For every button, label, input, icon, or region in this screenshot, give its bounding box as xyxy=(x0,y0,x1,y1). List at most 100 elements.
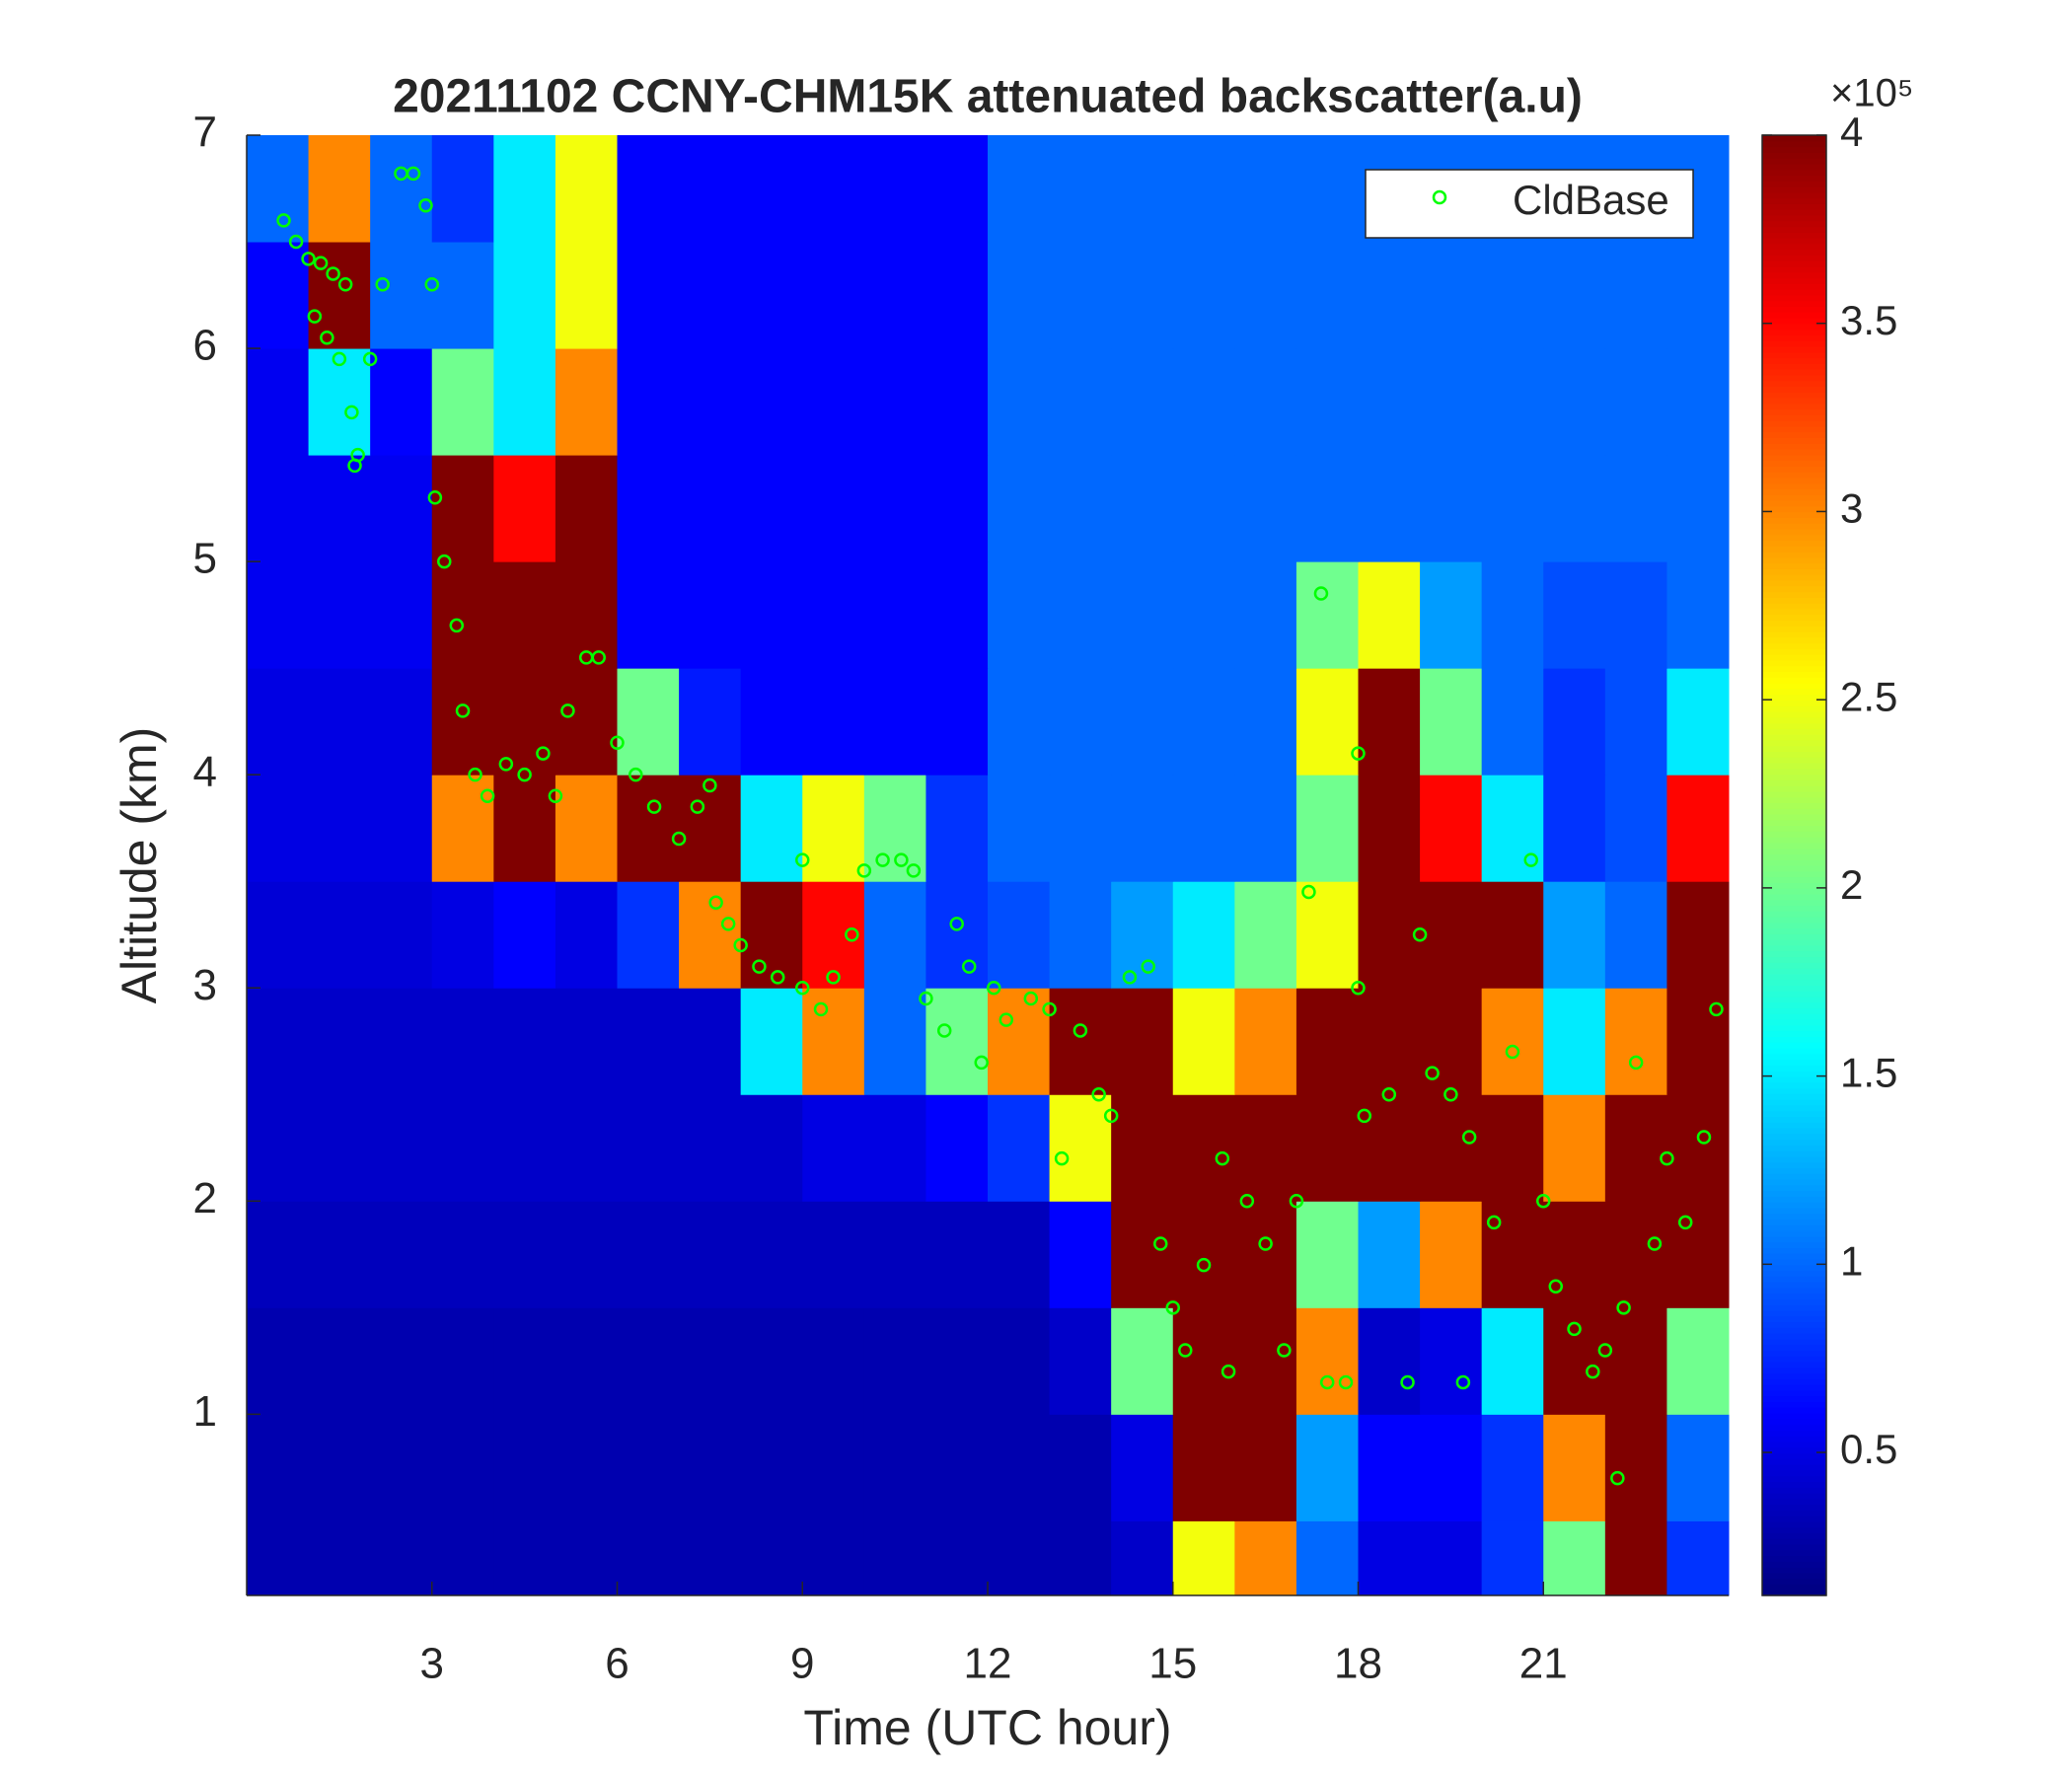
heatmap-cell xyxy=(555,881,618,989)
heatmap-cell xyxy=(863,135,926,243)
heatmap-cell xyxy=(1111,881,1174,989)
colorbar-band xyxy=(1762,1498,1826,1506)
colorbar-band xyxy=(1762,911,1826,918)
heatmap-cell xyxy=(493,348,556,456)
heatmap-cell xyxy=(1420,1307,1483,1415)
cloud-base-point xyxy=(1178,1343,1193,1358)
colorbar-band xyxy=(1762,1024,1826,1032)
heatmap-cell xyxy=(1604,1307,1667,1415)
heatmap-cell xyxy=(1543,1520,1606,1596)
heatmap-cell xyxy=(1049,1414,1112,1521)
cloud-base-point xyxy=(1073,1023,1088,1038)
heatmap-cell xyxy=(988,135,1051,243)
heatmap-cell xyxy=(863,348,926,456)
colorbar-band xyxy=(1762,1350,1826,1357)
heatmap-cell xyxy=(308,1307,371,1415)
heatmap-cell xyxy=(988,561,1051,669)
colorbar-band xyxy=(1762,523,1826,530)
colorbar-band xyxy=(1762,1504,1826,1511)
colorbar-band xyxy=(1762,1469,1826,1477)
colorbar-band xyxy=(1762,1538,1826,1545)
heatmap-cell xyxy=(1420,881,1483,989)
heatmap-cell xyxy=(493,561,556,669)
cloud-base-point xyxy=(536,746,551,761)
heatmap-cell xyxy=(740,988,803,1095)
colorbar-tick-label: 0.5 xyxy=(1840,1426,1897,1472)
colorbar-band xyxy=(1762,779,1826,786)
cloud-base-point xyxy=(1709,1001,1724,1017)
colorbar-band xyxy=(1762,454,1826,462)
colorbar-band xyxy=(1762,1327,1826,1334)
colorbar-band xyxy=(1762,1590,1826,1596)
cloud-base-point xyxy=(733,937,748,953)
y-tick-label: 4 xyxy=(193,748,217,796)
colorbar-band xyxy=(1762,917,1826,924)
heatmap-cell xyxy=(617,775,680,882)
colorbar-band xyxy=(1762,175,1826,182)
heatmap-cell xyxy=(493,1520,556,1596)
colorbar-band xyxy=(1762,1230,1826,1237)
heatmap-cell xyxy=(740,1201,803,1308)
colorbar-band xyxy=(1762,260,1826,267)
y-tick-label: 6 xyxy=(193,322,217,370)
colorbar-band xyxy=(1762,1344,1826,1352)
heatmap-cell xyxy=(863,881,926,989)
colorbar-band xyxy=(1762,922,1826,929)
colorbar-band xyxy=(1762,420,1826,427)
colorbar-band xyxy=(1762,614,1826,622)
colorbar-band xyxy=(1762,1133,1826,1141)
heatmap-cell xyxy=(493,1201,556,1308)
cloud-base-point xyxy=(752,959,767,974)
colorbar-band xyxy=(1762,334,1826,341)
cloud-base-point xyxy=(1122,970,1138,985)
heatmap-cell xyxy=(740,561,803,669)
heatmap-cell xyxy=(617,881,680,989)
heatmap-cell xyxy=(802,1520,865,1596)
cloud-base-point xyxy=(424,276,439,292)
cloud-base-point xyxy=(1381,1087,1397,1102)
cloud-base-point xyxy=(1319,1374,1335,1390)
heatmap-cell xyxy=(1234,348,1297,456)
colorbar-frame xyxy=(1761,134,1827,1596)
colorbar-band xyxy=(1762,140,1826,148)
colorbar-band xyxy=(1762,1110,1826,1117)
colorbar-band xyxy=(1762,1145,1826,1151)
cloud-base-point xyxy=(919,991,933,1006)
cloud-base-point xyxy=(375,276,390,292)
colorbar-band xyxy=(1762,1475,1826,1482)
heatmap-cell xyxy=(1666,561,1730,669)
heatmap-cell xyxy=(925,135,989,243)
cloud-base-point xyxy=(1313,586,1329,601)
heatmap-cell xyxy=(493,1307,556,1415)
heatmap-cell xyxy=(925,881,989,989)
colorbar-band xyxy=(1762,546,1826,553)
heatmap-cell xyxy=(1543,1094,1606,1202)
colorbar-band xyxy=(1762,300,1826,308)
heatmap-cell xyxy=(493,988,556,1095)
heatmap-cell xyxy=(802,455,865,562)
cloud-base-point xyxy=(906,863,922,878)
heatmap-cell xyxy=(431,455,494,562)
colorbar-band xyxy=(1762,728,1826,735)
heatmap-cell xyxy=(370,668,433,776)
x-tick-label: 18 xyxy=(1334,1640,1382,1688)
heatmap-cell xyxy=(925,1094,989,1202)
colorbar-band xyxy=(1762,636,1826,644)
heatmap-cell xyxy=(247,455,310,562)
colorbar-band xyxy=(1762,796,1826,804)
heatmap-cell xyxy=(925,775,989,882)
heatmap-cell xyxy=(1234,455,1297,562)
heatmap-cell xyxy=(1666,348,1730,456)
colorbar-band xyxy=(1762,1019,1826,1026)
cloud-base-point xyxy=(1221,1364,1236,1379)
heatmap-cell xyxy=(1420,561,1483,669)
colorbar-band xyxy=(1762,962,1826,969)
heatmap-cell xyxy=(1481,242,1544,349)
heatmap-cell xyxy=(863,668,926,776)
heatmap-cell xyxy=(679,1520,742,1596)
heatmap-cell xyxy=(925,455,989,562)
colorbar-band xyxy=(1762,357,1826,364)
heatmap-cell xyxy=(1481,775,1544,882)
colorbar-band xyxy=(1762,345,1826,353)
